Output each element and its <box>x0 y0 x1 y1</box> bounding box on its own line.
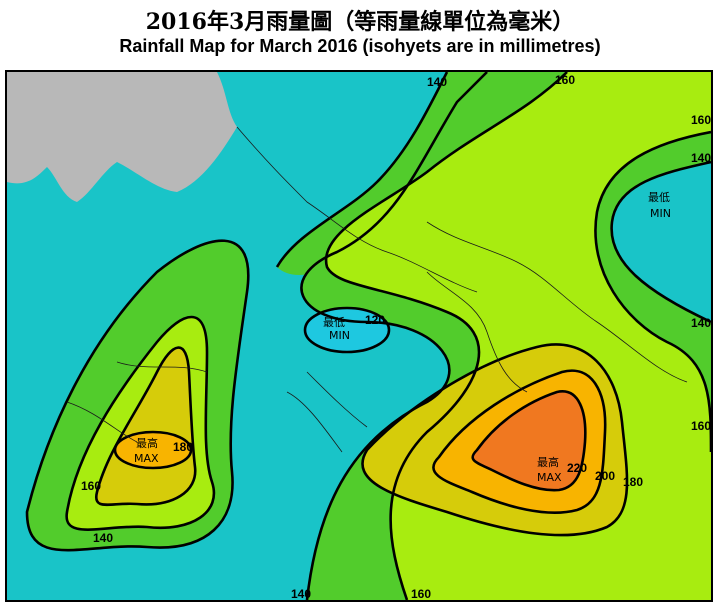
label-140-west: 140 <box>93 531 113 545</box>
map-title-english: Rainfall Map for March 2016 (isohyets ar… <box>119 36 601 56</box>
map-title-chinese: 2016年3月雨量圖（等雨量線單位為毫米） <box>145 9 575 35</box>
band-gt220-east <box>472 391 586 491</box>
label-160-top: 160 <box>555 73 575 87</box>
label-160-west: 160 <box>81 479 101 493</box>
label-140-bottom: 140 <box>291 587 311 600</box>
max-east-zh: 最高 <box>537 455 559 469</box>
min-east-en: MIN <box>650 207 671 220</box>
min-center-zh: 最低 <box>323 316 345 329</box>
min-east-zh: 最低 <box>648 191 670 204</box>
max-west-en: MAX <box>134 452 159 465</box>
band-140-160-top <box>277 72 527 275</box>
rainfall-map: 140 160 160 140 140 160 120 180 160 140 … <box>5 70 713 602</box>
label-160-right-top: 160 <box>691 113 711 127</box>
label-160-bottom: 160 <box>411 587 431 600</box>
label-120-center: 120 <box>365 313 385 327</box>
label-180-west: 180 <box>173 440 193 454</box>
isohyet-lines <box>25 72 711 600</box>
zone-min-east <box>611 162 711 322</box>
max-east-en: MAX <box>537 471 562 484</box>
label-140-right-mid: 140 <box>691 316 711 330</box>
land-china <box>7 72 237 202</box>
label-220-east: 220 <box>567 461 587 475</box>
label-140-top: 140 <box>427 75 447 89</box>
coastlines <box>66 126 688 453</box>
label-160-right-low: 160 <box>691 419 711 433</box>
label-180-east: 180 <box>623 475 643 489</box>
zone-max-west <box>115 432 191 468</box>
label-140-right-top: 140 <box>691 151 711 165</box>
zone-min-center <box>305 308 389 352</box>
max-west-zh: 最高 <box>136 436 158 450</box>
label-200-east: 200 <box>595 469 615 483</box>
min-center-en: MIN <box>329 329 350 342</box>
